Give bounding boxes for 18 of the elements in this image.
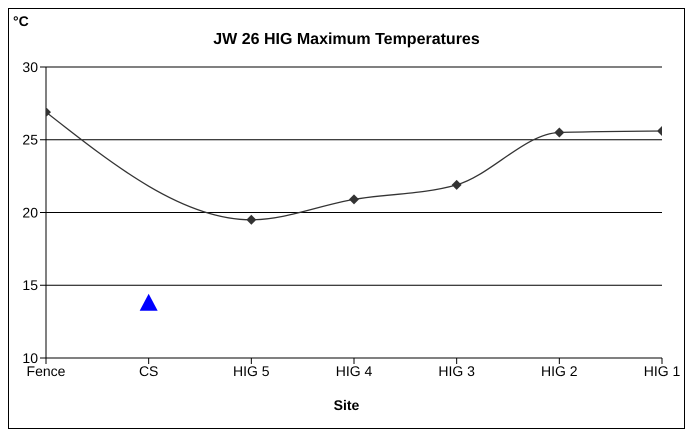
chart-title: JW 26 HIG Maximum Temperatures (212, 31, 481, 49)
y-tick-label: 25 (22, 132, 38, 148)
y-tick-label: 30 (22, 58, 38, 75)
x-tick-label: HIG 2 (541, 362, 578, 379)
y-tick-label: 20 (22, 204, 38, 220)
x-tick-label: HIG 3 (438, 362, 476, 379)
point (554, 127, 564, 138)
x-tick-label: HIG 4 (336, 362, 372, 379)
x-tick-label: HIG 1 (644, 362, 680, 379)
y-tick-label: 15 (22, 277, 38, 294)
point (452, 180, 462, 190)
x-tick-label: CS (138, 362, 158, 379)
point (246, 214, 256, 225)
y-axis-title: °C (13, 13, 29, 29)
point (349, 194, 359, 204)
point (140, 294, 158, 311)
x-tick-label: HIG 5 (233, 362, 270, 379)
x-axis-title: Site (332, 397, 360, 413)
